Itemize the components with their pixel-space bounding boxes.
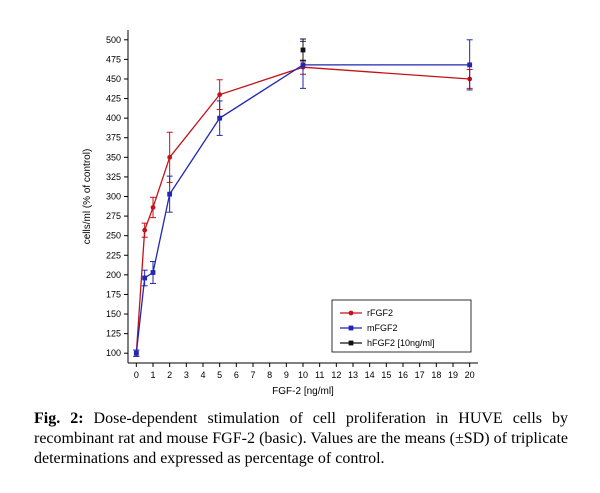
data-point-marker bbox=[142, 227, 148, 233]
y-tick-label: 175 bbox=[106, 289, 121, 299]
x-tick-label: 1 bbox=[150, 370, 155, 380]
x-tick-label: 19 bbox=[448, 370, 458, 380]
y-tick-label: 250 bbox=[106, 231, 121, 241]
data-point-marker bbox=[348, 340, 354, 346]
x-tick-label: 6 bbox=[234, 370, 239, 380]
data-point-marker bbox=[348, 310, 354, 316]
y-tick-label: 325 bbox=[106, 172, 121, 182]
y-tick-label: 475 bbox=[106, 54, 121, 64]
x-tick-label: 13 bbox=[348, 370, 358, 380]
data-point-marker bbox=[300, 47, 306, 53]
y-tick-label: 225 bbox=[106, 250, 121, 260]
x-axis-ticks: 0 1 2 3 4 5 6 7 8 9 10 11 12 13 14 15 16 17 18 19 20 bbox=[134, 363, 475, 380]
legend-label: mFGF2 bbox=[367, 323, 398, 333]
data-point-marker bbox=[167, 191, 173, 197]
x-tick-label: 2 bbox=[167, 370, 172, 380]
y-tick-label: 125 bbox=[106, 329, 121, 339]
y-tick-label: 200 bbox=[106, 270, 121, 280]
legend: rFGF2 mFGF2 hFGF2 [10ng/ml] bbox=[331, 299, 472, 353]
data-point-marker bbox=[300, 62, 306, 68]
y-tick-label: 400 bbox=[106, 113, 121, 123]
legend-label: rFGF2 bbox=[367, 308, 393, 318]
x-tick-label: 17 bbox=[415, 370, 425, 380]
data-point-marker bbox=[142, 275, 148, 281]
y-tick-label: 425 bbox=[106, 94, 121, 104]
figure-caption-label: Fig. 2: bbox=[34, 410, 84, 427]
y-axis-label: cells/ml (% of control) bbox=[82, 149, 93, 245]
y-tick-label: 450 bbox=[106, 74, 121, 84]
x-tick-label: 10 bbox=[298, 370, 308, 380]
data-point-marker bbox=[217, 115, 223, 121]
x-tick-label: 12 bbox=[331, 370, 341, 380]
x-tick-label: 5 bbox=[217, 370, 222, 380]
data-point-marker bbox=[150, 205, 156, 210]
data-point-marker bbox=[348, 325, 354, 331]
data-point-marker bbox=[133, 350, 139, 356]
series-mfgf2 bbox=[133, 39, 473, 357]
y-tick-label: 275 bbox=[106, 211, 121, 221]
y-axis-ticks: 100 125 150 175 200 225 250 275 300 325 350 375 400 4… bbox=[106, 35, 128, 358]
y-tick-label: 375 bbox=[106, 133, 121, 143]
y-tick-label: 300 bbox=[106, 192, 121, 202]
data-point-marker bbox=[150, 270, 156, 275]
x-tick-label: 0 bbox=[134, 370, 139, 380]
figure-caption: Fig. 2: Dose-dependent stimulation of ce… bbox=[34, 409, 568, 468]
x-tick-label: 15 bbox=[381, 370, 391, 380]
y-tick-label: 500 bbox=[106, 35, 121, 45]
data-point-marker bbox=[467, 62, 473, 68]
x-tick-label: 18 bbox=[431, 370, 441, 380]
x-tick-label: 8 bbox=[267, 370, 272, 380]
dose-response-line-chart: 1001251501752002252502753003253503754004… bbox=[82, 30, 478, 397]
y-tick-label: 150 bbox=[106, 309, 121, 319]
y-tick-label: 100 bbox=[106, 348, 121, 358]
data-point-marker bbox=[217, 92, 223, 98]
y-tick-label: 350 bbox=[106, 152, 121, 162]
x-tick-label: 9 bbox=[284, 370, 289, 380]
figure-caption-text: Dose-dependent stimulation of cell proli… bbox=[34, 410, 569, 467]
x-tick-label: 16 bbox=[398, 370, 408, 380]
legend-label: hFGF2 [10ng/ml] bbox=[367, 338, 435, 348]
x-tick-label: 7 bbox=[250, 370, 255, 380]
x-tick-label: 4 bbox=[200, 370, 205, 380]
x-tick-label: 20 bbox=[465, 370, 475, 380]
series-hfgf2-10ng-ml- bbox=[300, 38, 306, 62]
x-tick-label: 11 bbox=[315, 370, 324, 380]
x-tick-label: 14 bbox=[365, 370, 375, 380]
x-tick-label: 3 bbox=[184, 370, 189, 380]
data-point-marker bbox=[167, 154, 173, 160]
x-axis-label: FGF-2 [ng/ml] bbox=[272, 386, 334, 397]
